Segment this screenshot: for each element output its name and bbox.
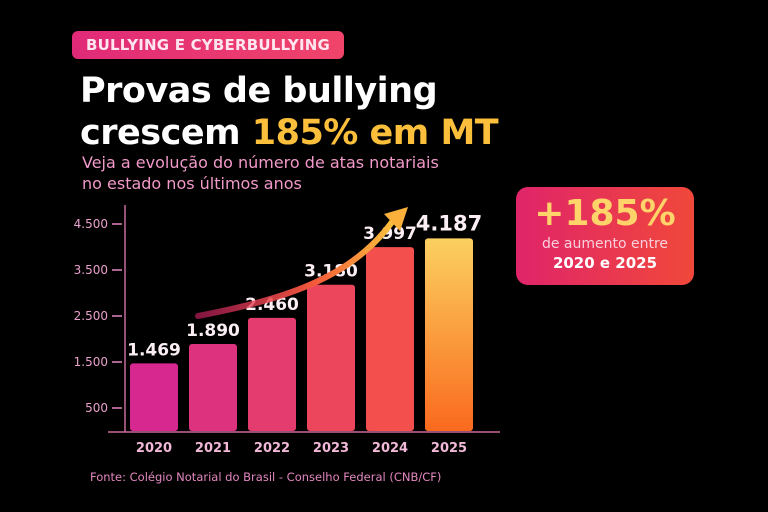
bar-2023	[307, 284, 355, 431]
bar-2024	[366, 247, 414, 431]
subtitle-line1: Veja a evolução do número de atas notari…	[82, 153, 439, 172]
headline: Provas de bullying crescem 185% em MT	[80, 70, 499, 154]
callout-line2: 2020 e 2025	[552, 254, 658, 272]
subtitle-line2: no estado nos últimos anos	[82, 174, 302, 193]
category-badge: BULLYING E CYBERBULLYING	[72, 31, 344, 59]
bar-value-label: 4.187	[416, 211, 482, 235]
y-tick-label: 3.500	[74, 263, 108, 277]
y-tick-label: 500	[85, 401, 108, 415]
trend-arrow-head	[384, 207, 408, 231]
x-tick-label: 2024	[372, 441, 408, 456]
callout-line1: de aumento entre	[541, 236, 669, 252]
x-tick-label: 2023	[313, 441, 349, 456]
trend-arrow	[195, 207, 408, 319]
x-tick-label: 2021	[195, 441, 231, 456]
headline-line2: crescem	[80, 113, 241, 153]
bar-2022	[248, 317, 296, 431]
source-note: Fonte: Colégio Notarial do Brasil - Cons…	[90, 470, 442, 484]
headline-line1: Provas de bullying	[80, 71, 438, 111]
y-tick-label: 4.500	[74, 217, 108, 231]
y-tick-label: 1.500	[74, 355, 108, 369]
bar-2021	[189, 344, 237, 431]
bar-2025	[425, 238, 473, 431]
bar-2020	[130, 363, 178, 431]
x-tick-label: 2022	[254, 441, 290, 456]
bar-value-label: 1.890	[186, 321, 240, 341]
y-tick-label: 2.500	[74, 309, 108, 323]
bar-value-label: 1.469	[127, 340, 181, 360]
x-tick-label: 2025	[431, 441, 467, 456]
headline-highlight: 185% em MT	[251, 113, 499, 153]
callout-value: +185%	[534, 193, 676, 234]
growth-callout: +185% de aumento entre 2020 e 2025	[516, 187, 694, 285]
trend-arrow-shaft	[195, 219, 395, 319]
subtitle: Veja a evolução do número de atas notari…	[82, 152, 439, 194]
x-tick-label: 2020	[136, 441, 172, 456]
